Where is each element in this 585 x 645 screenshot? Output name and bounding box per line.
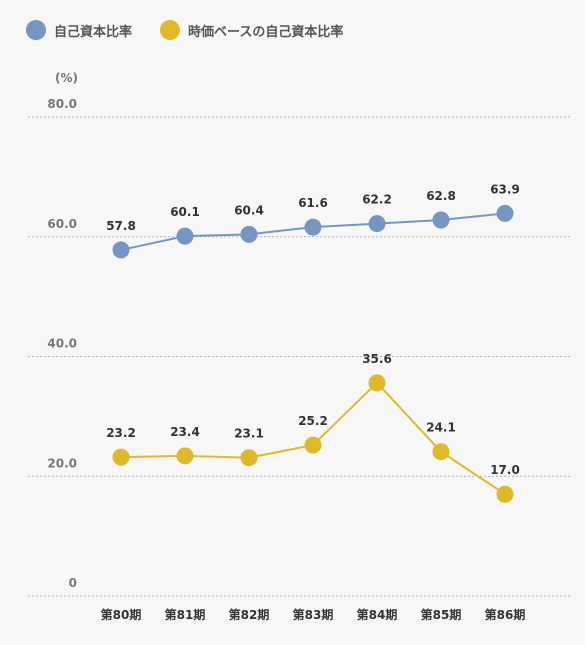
data-point [432,211,450,229]
data-label: 23.1 [234,427,264,441]
y-tick-label: 80.0 [47,97,77,111]
data-label: 17.0 [490,463,520,477]
legend-item-market-equity-ratio: 時価ベースの自己資本比率 [160,20,343,40]
data-label: 60.4 [234,203,264,217]
data-label: 62.8 [426,189,456,203]
data-label: 23.2 [106,426,136,440]
x-tick-label: 第85期 [421,607,462,622]
y-tick-label: 40.0 [47,337,77,351]
x-tick-label: 第80期 [101,607,142,622]
legend-label-equity-ratio: 自己資本比率 [54,24,133,40]
legend-swatch-equity-ratio [26,20,46,40]
x-tick-label: 第82期 [229,607,270,622]
data-label: 62.2 [362,193,392,207]
x-tick-label: 第83期 [293,607,334,622]
data-label: 23.4 [170,425,200,439]
data-point [496,204,514,222]
y-tick-label: 0 [69,576,77,590]
data-point [432,443,450,461]
data-label: 24.1 [426,421,456,435]
x-tick-label: 第86期 [485,607,526,622]
x-tick-label: 第81期 [165,607,206,622]
data-point [368,215,386,233]
data-point [176,227,194,245]
data-point [304,436,322,454]
data-label: 60.1 [170,205,200,219]
data-point [368,374,386,392]
data-point [112,448,130,466]
data-point [240,225,258,243]
data-point [496,485,514,503]
legend: 自己資本比率 時価ベースの自己資本比率 [26,20,371,40]
data-point [176,447,194,465]
legend-swatch-market-equity-ratio [160,20,181,40]
data-point [112,241,130,259]
data-label: 35.6 [362,352,392,366]
y-tick-label: 60.0 [47,217,77,231]
data-label: 57.8 [106,219,136,233]
y-tick-label: 20.0 [47,456,77,470]
legend-label-market-equity-ratio: 時価ベースの自己資本比率 [188,24,344,40]
data-label: 25.2 [298,414,328,428]
x-tick-label: 第84期 [357,607,398,622]
legend-item-equity-ratio: 自己資本比率 [26,20,132,40]
y-axis-unit-label: (%) [55,71,78,85]
data-point [240,449,258,467]
data-label: 61.6 [298,196,328,210]
data-point [304,218,322,236]
data-label: 63.9 [490,182,520,196]
